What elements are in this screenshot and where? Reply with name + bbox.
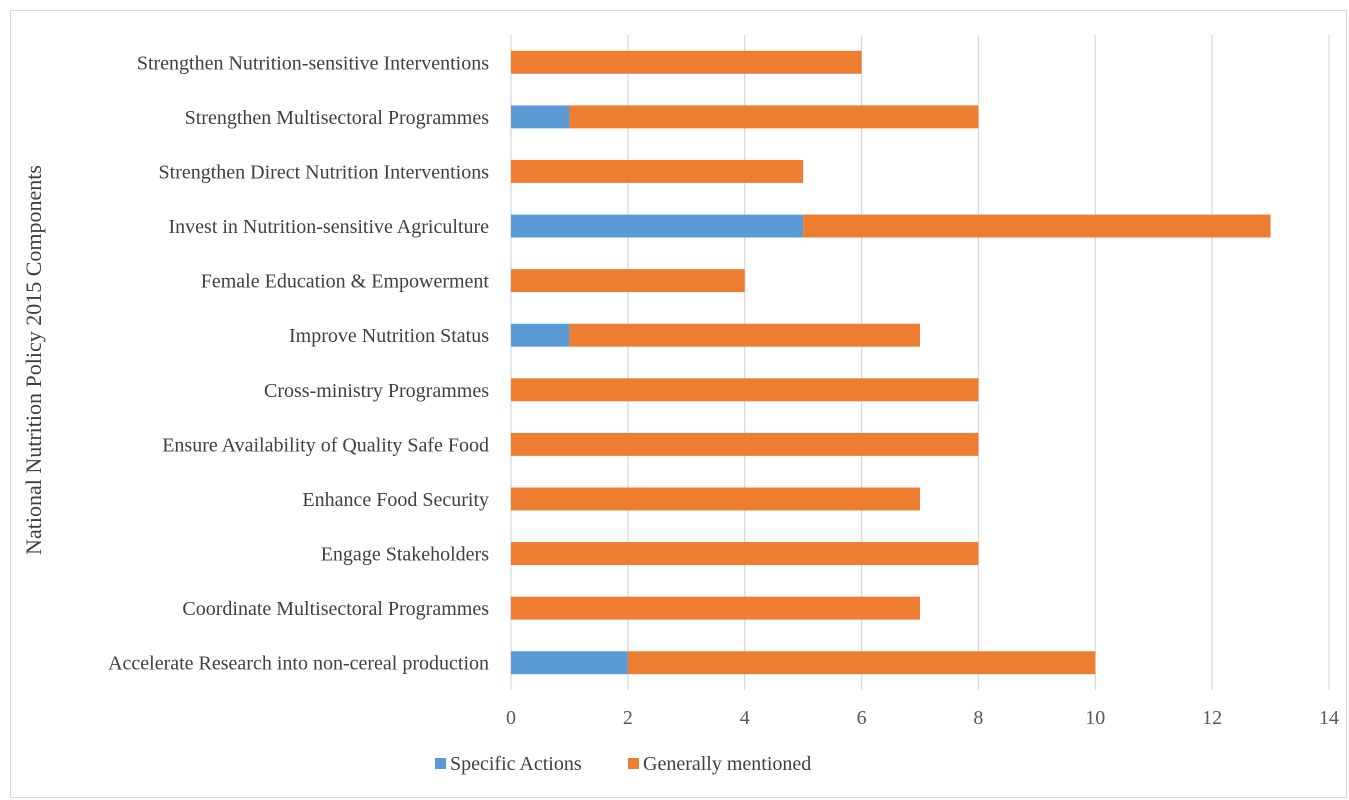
bar-generally-mentioned (511, 50, 862, 74)
category-label: Enhance Food Security (302, 489, 489, 511)
category-label: Female Education & Empowerment (201, 271, 490, 293)
x-tick-label: 10 (1085, 707, 1105, 729)
category-label: Ensure Availability of Quality Safe Food (162, 434, 489, 456)
bar-generally-mentioned (569, 323, 920, 347)
category-label: Strengthen Multisectoral Programmes (185, 107, 490, 129)
bar-specific-actions (511, 214, 804, 238)
bar-generally-mentioned (511, 542, 979, 566)
legend: Specific Actions Generally mentioned (435, 753, 811, 775)
x-tick-label: 0 (506, 707, 516, 729)
bar-generally-mentioned (511, 487, 920, 511)
bar-generally-mentioned (511, 378, 979, 402)
bar-specific-actions (511, 105, 570, 129)
bar-generally-mentioned (627, 651, 1096, 675)
bar-specific-actions (511, 323, 570, 347)
x-tick-label: 8 (973, 707, 983, 729)
category-labels: Accelerate Research into non-cereal prod… (108, 52, 489, 674)
x-tick-label: 2 (623, 707, 633, 729)
bar-generally-mentioned (511, 159, 804, 183)
bar-specific-actions (511, 651, 628, 675)
x-tick-label: 12 (1202, 707, 1222, 729)
category-label: Invest in Nutrition-sensitive Agricultur… (169, 216, 490, 238)
category-label: Engage Stakeholders (321, 544, 489, 566)
category-label: Coordinate Multisectoral Programmes (182, 598, 489, 620)
legend-swatch (435, 758, 446, 769)
category-label: Cross-ministry Programmes (264, 380, 489, 402)
bar-generally-mentioned (569, 105, 979, 129)
bar-generally-mentioned (511, 269, 745, 293)
bars (511, 50, 1271, 675)
legend-item-specific-actions: Specific Actions (450, 753, 582, 775)
bar-generally-mentioned (803, 214, 1271, 238)
x-tick-label: 4 (740, 707, 750, 729)
gridlines (510, 35, 1330, 690)
x-tick-label: 14 (1319, 707, 1339, 729)
bar-generally-mentioned (511, 432, 979, 456)
category-label: Strengthen Direct Nutrition Intervention… (159, 161, 490, 183)
x-tick-labels: 0 2 4 6 8 10 12 14 (506, 707, 1339, 729)
category-label: Strengthen Nutrition-sensitive Intervent… (137, 52, 489, 74)
category-label: Improve Nutrition Status (289, 325, 489, 347)
legend-item-generally-mentioned: Generally mentioned (643, 753, 811, 775)
x-tick-label: 6 (857, 707, 867, 729)
bar-generally-mentioned (511, 596, 920, 620)
category-label: Accelerate Research into non-cereal prod… (108, 653, 489, 675)
y-axis-title: National Nutrition Policy 2015 Component… (21, 165, 46, 555)
legend-swatch (628, 758, 639, 769)
